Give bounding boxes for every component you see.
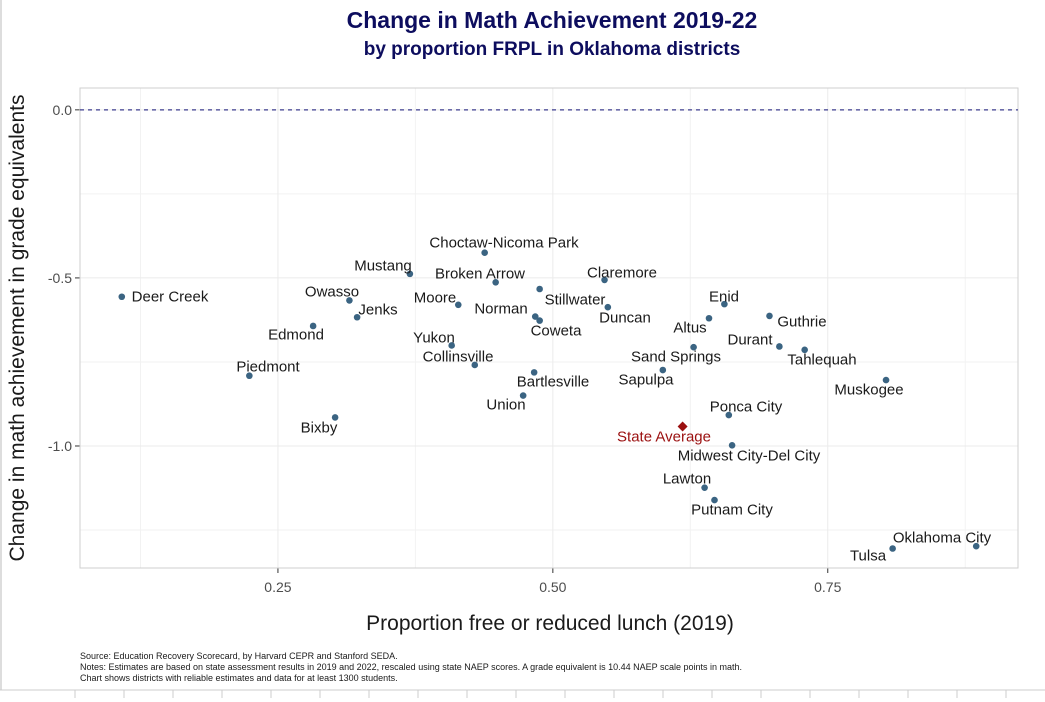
point-label: Muskogee xyxy=(834,382,903,399)
data-point xyxy=(766,312,773,320)
data-point xyxy=(536,317,543,324)
data-point xyxy=(454,301,462,309)
point-label: Lawton xyxy=(663,471,711,488)
y-tick-label: 0.0 xyxy=(53,102,73,118)
point-label: Enid xyxy=(709,289,739,306)
x-tick-label: 0.75 xyxy=(814,579,841,595)
data-point xyxy=(519,392,527,399)
point-label: Yukon xyxy=(413,330,455,347)
data-point xyxy=(721,300,728,308)
point-label: Bartlesville xyxy=(517,374,590,391)
point-label: Piedmont xyxy=(236,359,300,376)
notes-line-1: Notes: Estimates are based on state asse… xyxy=(80,662,742,672)
point-label: Sapulpa xyxy=(618,372,674,389)
point-label: Guthrie xyxy=(777,314,826,331)
data-point xyxy=(725,411,733,419)
point-label: Broken Arrow xyxy=(435,266,525,283)
point-label: Duncan xyxy=(599,310,651,327)
data-point xyxy=(801,346,808,354)
source-note: Source: Education Recovery Scorecard, by… xyxy=(80,651,398,661)
data-point xyxy=(331,414,339,421)
data-point xyxy=(889,545,896,552)
data-point xyxy=(882,376,890,384)
y-axis-label: Change in math achievement in grade equi… xyxy=(6,95,29,562)
data-point xyxy=(309,322,317,330)
data-point xyxy=(601,276,608,284)
data-point xyxy=(531,313,539,320)
data-point xyxy=(536,285,543,293)
point-label: Deer Creek xyxy=(132,289,209,306)
data-point xyxy=(701,484,708,491)
data-point xyxy=(448,342,455,349)
point-label: Choctaw-Nicoma Park xyxy=(429,235,579,252)
point-label: Mustang xyxy=(354,258,412,275)
point-label: Coweta xyxy=(531,323,583,340)
plot-border xyxy=(79,87,1019,569)
point-label: Claremore xyxy=(587,265,657,282)
plot-background xyxy=(80,88,1018,568)
point-label: Oklahoma City xyxy=(893,530,992,547)
point-label: Jenks xyxy=(358,302,397,319)
point-label: Altus xyxy=(673,320,706,337)
point-label: Collinsville xyxy=(423,349,494,366)
state-average-label: State Average xyxy=(617,429,711,446)
point-label: Sand Springs xyxy=(631,349,721,366)
point-label: Union xyxy=(486,397,525,414)
data-point xyxy=(659,366,667,374)
data-point xyxy=(471,361,479,369)
data-point xyxy=(353,313,361,321)
x-axis-label: Proportion free or reduced lunch (2019) xyxy=(366,612,734,635)
chart-title: Change in Math Achievement 2019-22 xyxy=(347,7,758,33)
data-point xyxy=(481,249,488,257)
data-point xyxy=(728,442,736,449)
x-tick-label: 0.25 xyxy=(264,579,291,595)
point-label: Norman xyxy=(474,301,527,318)
point-label: Tulsa xyxy=(850,548,887,565)
point-label: Moore xyxy=(414,290,457,307)
point-label: Ponca City xyxy=(710,399,783,416)
y-tick-label: -0.5 xyxy=(48,270,72,286)
point-label: Midwest City-Del City xyxy=(678,448,821,465)
data-point xyxy=(492,278,499,286)
data-point xyxy=(246,372,253,380)
state-average-marker xyxy=(677,421,688,432)
point-label: Tahlequah xyxy=(787,352,856,369)
point-label: Bixby xyxy=(301,420,338,437)
notes-line-2: Chart shows districts with reliable esti… xyxy=(80,673,398,683)
data-point xyxy=(604,303,612,311)
data-point xyxy=(346,297,353,304)
point-label: Putnam City xyxy=(691,502,773,519)
y-tick-label: -1.0 xyxy=(48,438,72,454)
data-point xyxy=(406,270,414,278)
data-point xyxy=(705,314,713,322)
point-label: Durant xyxy=(727,332,773,349)
data-point xyxy=(776,343,783,350)
point-label: Owasso xyxy=(305,284,359,301)
data-point xyxy=(690,343,697,351)
data-point xyxy=(118,293,126,301)
point-label: Stillwater xyxy=(545,292,606,309)
x-tick-label: 0.50 xyxy=(539,579,566,595)
data-point xyxy=(530,369,538,376)
plot-area: 0.25 0.50 0.75 0.0 -0.5 -1.0 Deer Creek Choctaw… xyxy=(48,87,1019,698)
point-label: Edmond xyxy=(268,327,324,344)
data-point xyxy=(711,496,718,504)
data-point xyxy=(972,542,980,550)
chart-subtitle: by proportion FRPL in Oklahoma districts xyxy=(364,39,741,60)
